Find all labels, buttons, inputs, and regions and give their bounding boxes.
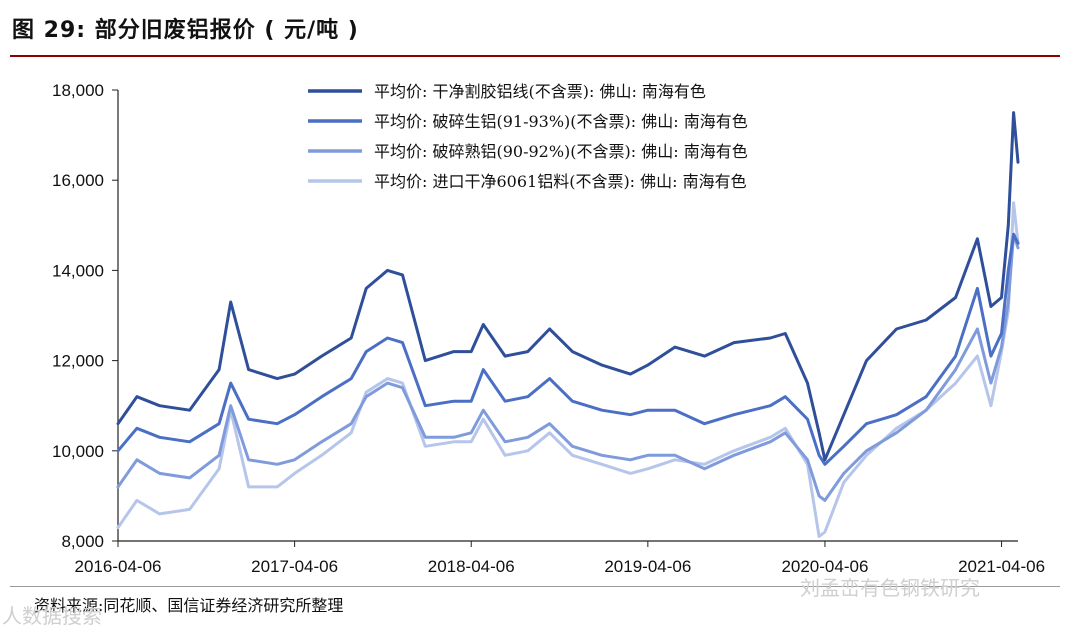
footer-rule [10, 586, 1060, 587]
legend-label-1: 平均价: 干净割胶铝线(不含票): 佛山: 南海有色 [374, 82, 706, 101]
y-tick-label: 16,000 [52, 171, 104, 190]
chart-series [116, 111, 1020, 538]
y-tick-label: 14,000 [52, 261, 104, 280]
x-tick-label: 2016-04-06 [75, 557, 162, 576]
series-line-3 [116, 232, 1020, 502]
x-tick-label: 2017-04-06 [251, 557, 338, 576]
y-tick-label: 10,000 [52, 442, 104, 461]
watermark-left: 人数据搜索 [2, 604, 102, 628]
series-line-2 [116, 232, 1020, 466]
y-tick-label: 8,000 [61, 532, 104, 551]
legend-label-2: 平均价: 破碎生铝(91-93%)(不含票): 佛山: 南海有色 [374, 112, 748, 131]
y-tick-label: 18,000 [52, 81, 104, 100]
legend-label-3: 平均价: 破碎熟铝(90-92%)(不含票): 佛山: 南海有色 [374, 142, 748, 161]
watermark-right: 刘孟峦有色钢铁研究 [800, 576, 980, 600]
page-title: 图 29: 部分旧废铝报价 ( 元/吨 ) [12, 18, 359, 43]
title-rule [10, 55, 1060, 57]
x-tick-label: 2020-04-06 [781, 557, 868, 576]
x-tick-label: 2019-04-06 [604, 557, 691, 576]
y-tick-label: 12,000 [52, 352, 104, 371]
x-tick-label: 2021-04-06 [958, 557, 1045, 576]
x-tick-label: 2018-04-06 [428, 557, 515, 576]
source-note: 资料来源:同花顺、国信证券经济研究所整理 [34, 596, 344, 615]
chart-axes: 8,000 10,000 12,000 14,000 16,000 18,000 2016-… [52, 81, 1045, 576]
series-line-1 [116, 111, 1020, 462]
legend-label-4: 平均价: 进口干净6061铝料(不含票): 佛山: 南海有色 [374, 172, 747, 191]
